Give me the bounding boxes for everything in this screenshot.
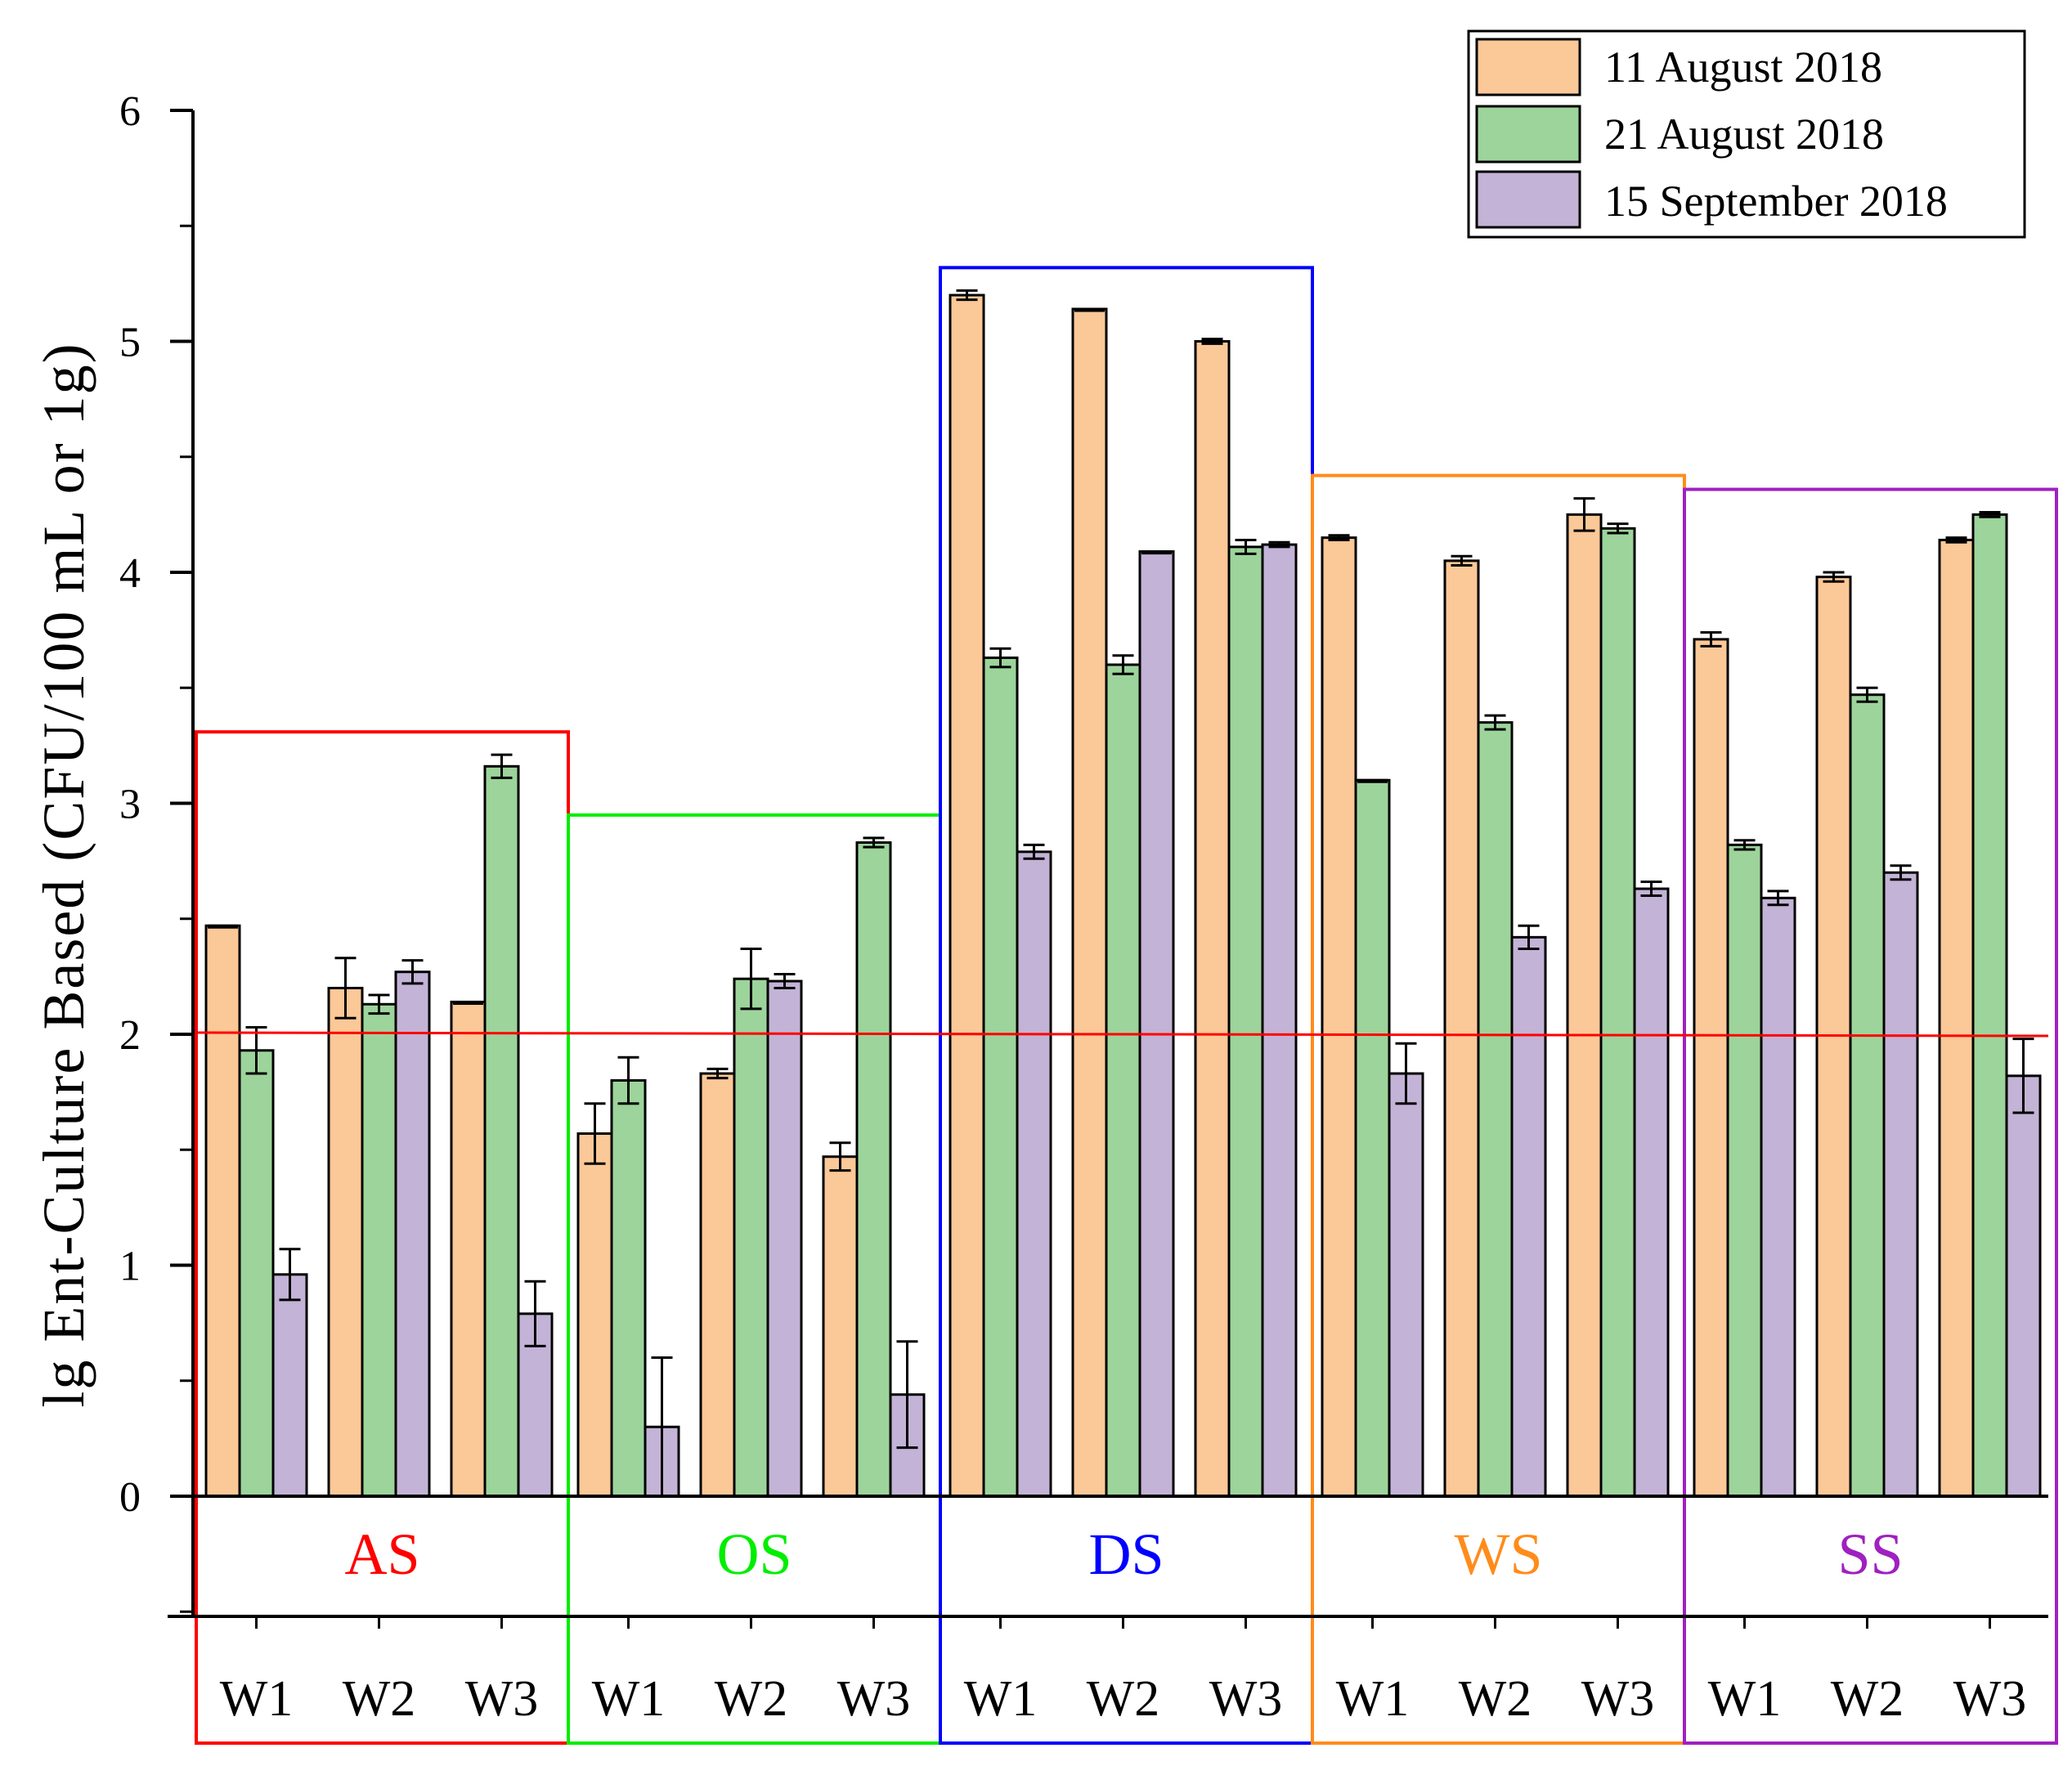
- x-tick-label-WS-W3: W3: [1581, 1671, 1655, 1727]
- bar-OS-W3-s2: [855, 841, 892, 1498]
- bar-SS-W2-s3: [1882, 871, 1919, 1498]
- y-tick-label-3: 3: [119, 782, 141, 828]
- bar-AS-W1-s2: [238, 1049, 275, 1498]
- y-tick-label-1: 1: [119, 1244, 141, 1290]
- bar-WS-W2-s3: [1510, 935, 1547, 1498]
- bar-WS-W1-s1: [1321, 536, 1357, 1498]
- bar-WS-W3-s1: [1566, 513, 1603, 1498]
- bar-AS-W3-s2: [483, 764, 520, 1498]
- group-label-WS: WS: [1455, 1522, 1543, 1587]
- bar-WS-W2-s2: [1477, 721, 1514, 1498]
- x-tick-label-AS-W3: W3: [465, 1671, 539, 1727]
- threshold-line: [192, 1031, 2049, 1038]
- x-tick-label-OS-W1: W1: [592, 1671, 666, 1727]
- y-axis-title: lg Ent-Culture Based (CFU/100 mL or 1g): [31, 342, 96, 1407]
- x-tick-label-AS-W1: W1: [220, 1671, 294, 1727]
- bar-DS-W1-s3: [1016, 850, 1052, 1498]
- y-tick-label-2: 2: [119, 1012, 141, 1059]
- legend: 11 August 2018 21 August 2018 15 Septemb…: [1467, 29, 2026, 239]
- bar-AS-W1-s1: [204, 924, 241, 1498]
- x-tick-label-AS-W2: W2: [343, 1671, 416, 1727]
- x-tick-label-SS-W2: W2: [1831, 1671, 1904, 1727]
- bar-OS-W2-s2: [733, 977, 769, 1498]
- bar-SS-W1-s1: [1693, 638, 1729, 1498]
- legend-label-3: 15 September 2018: [1604, 177, 1948, 226]
- axes: [168, 109, 2048, 1629]
- bar-WS-W1-s2: [1354, 778, 1391, 1498]
- y-tick-label-6: 6: [119, 88, 141, 135]
- bar-DS-W3-s2: [1227, 545, 1264, 1498]
- bar-OS-W3-s1: [822, 1155, 859, 1498]
- legend-swatch-3: [1475, 170, 1581, 229]
- bar-AS-W2-s1: [327, 987, 364, 1498]
- bar-SS-W3-s1: [1938, 538, 1975, 1498]
- labels: AS W1 W2 W3 OS W1 W2 W3 DS W1 W2 W3 WS W1 W2 W3 SS W1 W2 W3…: [119, 88, 2026, 1727]
- bar-DS-W2-s1: [1071, 307, 1108, 1498]
- y-tick-label-5: 5: [119, 320, 141, 366]
- group-box-SS: [1683, 487, 2058, 1745]
- bar-SS-W2-s2: [1849, 693, 1886, 1498]
- y-tick-label-0: 0: [119, 1474, 141, 1521]
- y-tick-label-4: 4: [119, 550, 141, 597]
- x-tick-label-SS-W1: W1: [1708, 1671, 1782, 1727]
- x-tick-label-OS-W2: W2: [715, 1671, 788, 1727]
- x-tick-label-DS-W2: W2: [1087, 1671, 1160, 1727]
- bar-DS-W3-s3: [1261, 543, 1298, 1498]
- legend-label-1: 11 August 2018: [1604, 43, 1882, 92]
- bar-SS-W3-s2: [1971, 513, 2008, 1498]
- bar-WS-W1-s3: [1388, 1072, 1424, 1498]
- bar-OS-W2-s3: [766, 979, 803, 1498]
- bar-WS-W3-s2: [1599, 527, 1636, 1498]
- bars: [204, 294, 2042, 1498]
- legend-swatch-1: [1475, 38, 1581, 96]
- bar-WS-W2-s1: [1443, 559, 1480, 1498]
- bar-SS-W3-s3: [2005, 1074, 2042, 1498]
- error-bars: [208, 289, 2034, 1498]
- legend-swatch-2: [1475, 105, 1581, 164]
- x-tick-label-WS-W1: W1: [1336, 1671, 1410, 1727]
- bar-SS-W1-s2: [1726, 843, 1763, 1498]
- x-tick-label-OS-W3: W3: [837, 1671, 911, 1727]
- bar-DS-W1-s2: [982, 657, 1019, 1498]
- x-tick-label-DS-W1: W1: [964, 1671, 1038, 1727]
- bar-AS-W2-s3: [394, 970, 431, 1498]
- bar-OS-W2-s1: [699, 1072, 736, 1498]
- bar-OS-W1-s2: [610, 1079, 647, 1498]
- group-label-OS: OS: [716, 1522, 792, 1587]
- group-label-SS: SS: [1837, 1522, 1903, 1587]
- bar-DS-W1-s1: [949, 294, 985, 1498]
- group-label-DS: DS: [1088, 1522, 1164, 1587]
- x-tick-label-DS-W3: W3: [1209, 1671, 1283, 1727]
- bar-OS-W1-s1: [576, 1132, 613, 1498]
- bar-WS-W3-s3: [1633, 887, 1670, 1498]
- bar-AS-W3-s1: [450, 1000, 487, 1498]
- bar-DS-W2-s3: [1138, 550, 1175, 1498]
- group-boxes: [195, 266, 2058, 1746]
- bar-AS-W2-s2: [361, 1002, 397, 1498]
- bar-DS-W3-s1: [1194, 340, 1231, 1498]
- legend-label-2: 21 August 2018: [1604, 110, 1884, 159]
- bar-DS-W2-s2: [1105, 663, 1141, 1498]
- x-tick-label-SS-W3: W3: [1953, 1671, 2027, 1727]
- bar-SS-W1-s3: [1760, 896, 1796, 1498]
- x-tick-label-WS-W2: W2: [1459, 1671, 1532, 1727]
- bar-AS-W1-s3: [271, 1273, 308, 1498]
- group-label-AS: AS: [344, 1522, 419, 1587]
